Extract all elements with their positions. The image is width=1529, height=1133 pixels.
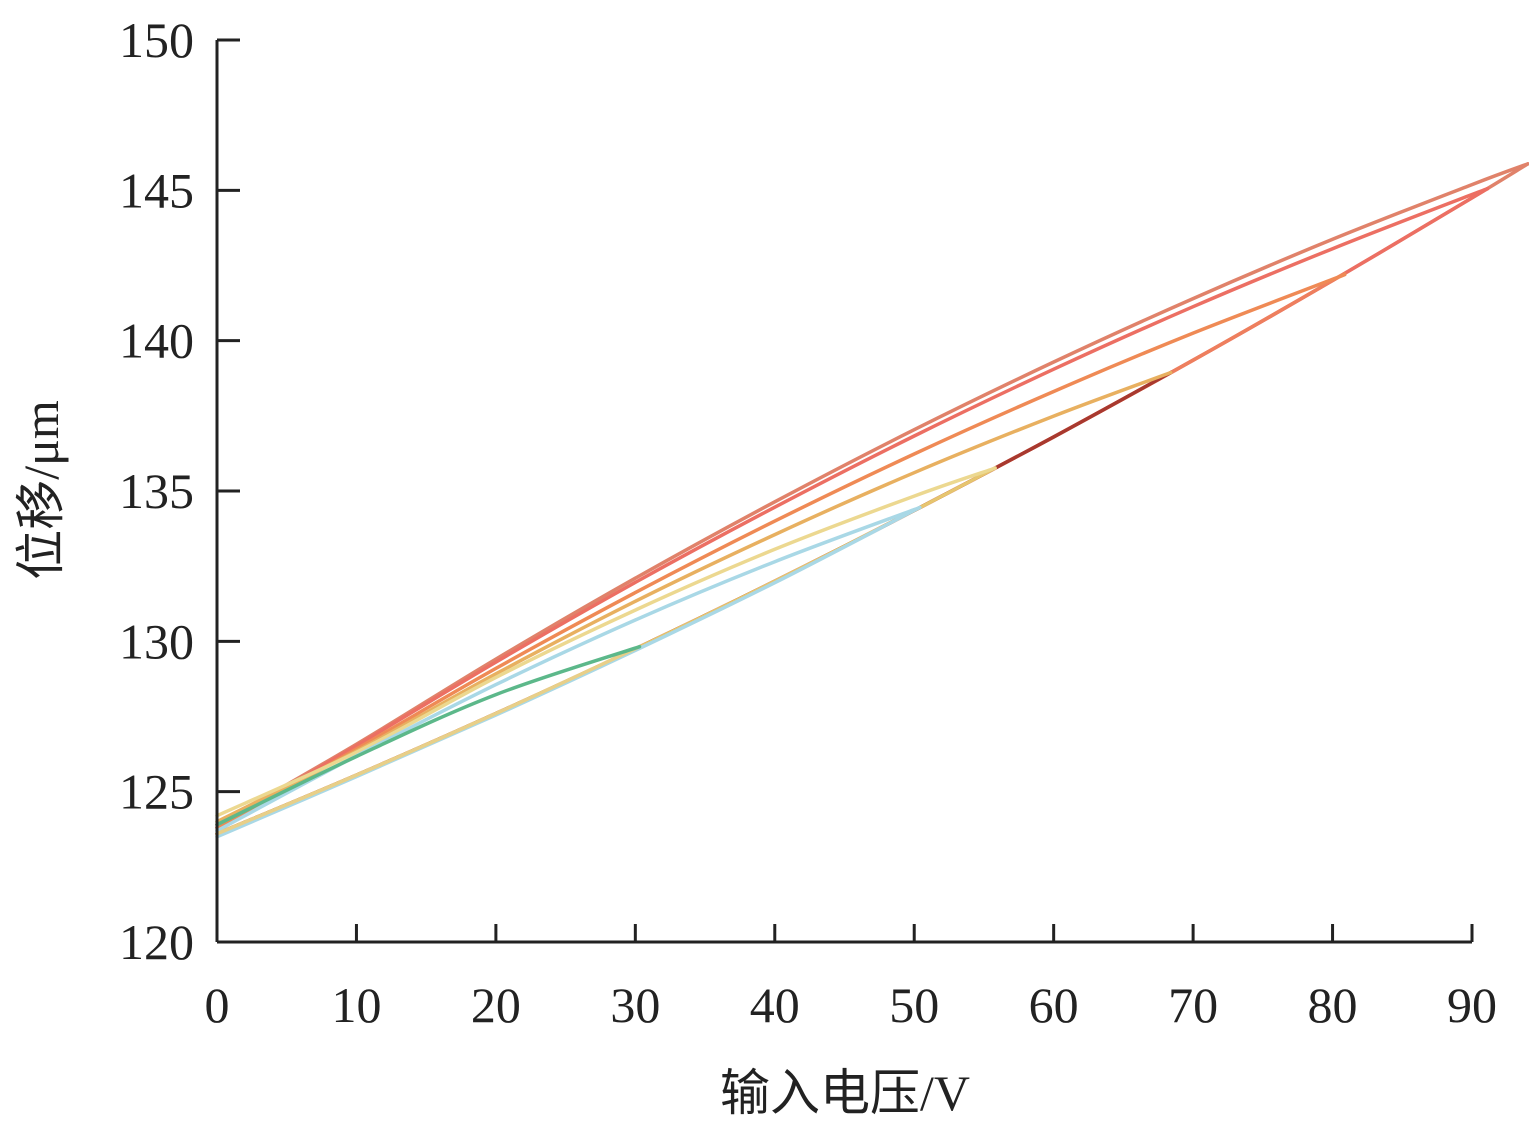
loop-94V-descending-line: [215, 162, 1529, 827]
x-tick-label: 50: [889, 977, 939, 1033]
loop-56V-descending-line: [215, 466, 997, 818]
x-tick-label: 0: [205, 977, 230, 1033]
x-tick-label: 20: [471, 977, 521, 1033]
loop-80V-descending-line: [215, 272, 1347, 830]
loop-94V-ascending-line: [215, 162, 1529, 836]
y-tick-label: 140: [119, 313, 194, 369]
y-tick-label: 135: [119, 463, 194, 519]
loop-50V-ascending-line: [215, 505, 922, 839]
loop-80V-ascending-line: [215, 271, 1347, 836]
x-tick-label: 60: [1029, 977, 1079, 1033]
x-tick-label: 80: [1308, 977, 1358, 1033]
x-tick-label: 90: [1447, 977, 1497, 1033]
curves: [215, 162, 1529, 839]
x-axis-title: 输入电压/V: [720, 1065, 970, 1121]
y-tick-label: 145: [119, 162, 194, 218]
x-ticks: 0 10 20 30 40 50 60 70 80 90: [205, 924, 1497, 1033]
loop-30V-ascending-line: [215, 644, 642, 836]
x-tick-label: 40: [750, 977, 800, 1033]
y-tick-label: 125: [119, 764, 194, 820]
y-tick-label: 150: [119, 12, 194, 68]
x-tick-label: 10: [331, 977, 381, 1033]
y-ticks: 120 125 130 135 140 145 150: [119, 12, 240, 970]
loop-68V-ascending-line: [215, 370, 1173, 836]
axes: [215, 40, 1472, 944]
y-tick-label: 120: [119, 914, 194, 970]
loop-30V-descending-line: [215, 644, 642, 827]
x-tick-label: 70: [1168, 977, 1218, 1033]
loop-91V-descending-line: [215, 186, 1490, 830]
y-tick-label: 130: [119, 613, 194, 669]
x-tick-label: 30: [610, 977, 660, 1033]
loop-91V-ascending-line: [215, 186, 1490, 836]
y-axis-title: 位移/μm: [13, 400, 69, 580]
